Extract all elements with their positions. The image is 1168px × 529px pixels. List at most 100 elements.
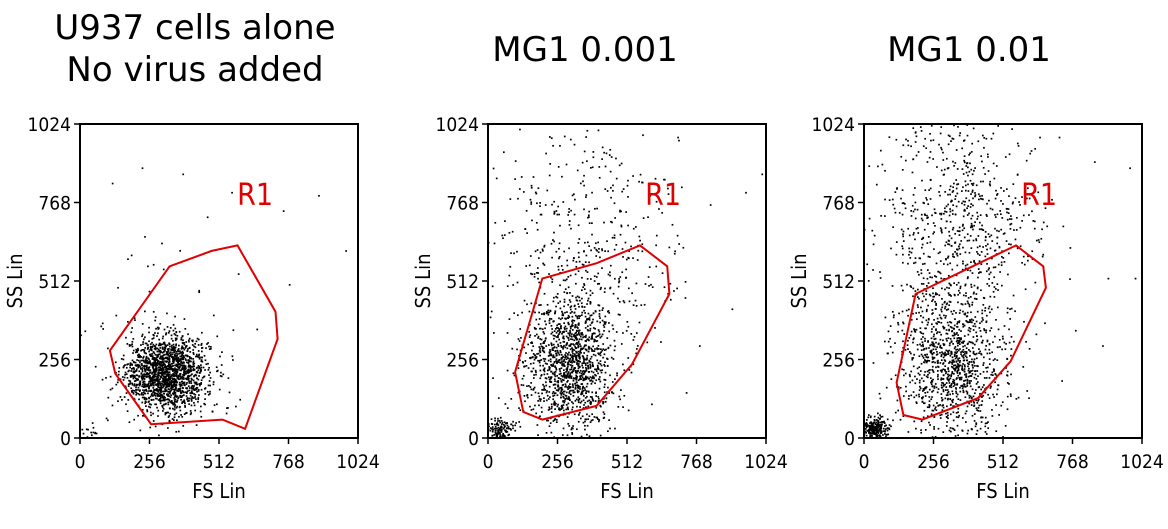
data-point (570, 428, 573, 431)
data-point (924, 395, 927, 397)
data-point (951, 399, 953, 402)
data-point (598, 313, 601, 315)
x-tick-label: 256 (917, 451, 950, 473)
data-point (939, 338, 942, 341)
data-point (139, 361, 141, 364)
data-point (158, 398, 161, 401)
data-point (949, 284, 952, 287)
data-point (585, 194, 588, 196)
data-point (590, 322, 593, 324)
data-point (136, 378, 139, 380)
data-point (81, 428, 84, 431)
data-point (977, 268, 980, 270)
data-point (941, 409, 944, 411)
data-point (934, 300, 936, 303)
data-point (493, 242, 496, 245)
data-point (540, 359, 543, 361)
data-point (172, 384, 174, 387)
data-point (579, 406, 581, 408)
data-point (554, 370, 557, 373)
data-point (603, 349, 606, 352)
data-point (161, 382, 163, 385)
data-point (190, 404, 193, 407)
data-point (583, 360, 585, 363)
data-point (561, 175, 563, 178)
data-point (595, 255, 598, 257)
data-point (147, 383, 149, 386)
data-point (932, 378, 934, 381)
data-point (971, 363, 974, 366)
data-point (152, 337, 155, 339)
data-point (551, 331, 554, 334)
data-point (167, 374, 170, 377)
data-point (943, 314, 945, 317)
data-point (603, 391, 606, 394)
data-point (577, 242, 580, 244)
data-point (190, 370, 192, 373)
data-point (931, 361, 934, 364)
data-point (589, 379, 592, 382)
data-point (982, 371, 985, 373)
data-point (504, 436, 507, 439)
data-point (968, 370, 971, 373)
data-point (548, 311, 551, 314)
data-point (557, 352, 560, 354)
data-point (573, 193, 575, 196)
data-point (566, 375, 569, 377)
data-point (569, 373, 572, 375)
data-point (184, 406, 186, 408)
data-point (187, 385, 190, 388)
data-point (144, 359, 147, 361)
data-point (539, 338, 542, 340)
data-point (163, 348, 166, 350)
data-point (187, 378, 190, 381)
data-point (139, 383, 142, 385)
data-point (180, 347, 183, 350)
data-point (186, 378, 188, 381)
data-point (195, 386, 198, 389)
data-point (506, 424, 509, 427)
data-point (520, 176, 523, 178)
data-point (514, 424, 517, 427)
data-point (166, 378, 169, 381)
data-point (177, 368, 179, 371)
data-point (530, 184, 533, 187)
x-tick-label: 1024 (1120, 451, 1164, 473)
data-point (606, 337, 609, 340)
data-point (942, 362, 945, 364)
data-point (163, 363, 166, 366)
data-point (930, 350, 933, 352)
data-point (568, 392, 571, 394)
data-point (156, 362, 159, 364)
data-point (190, 412, 192, 414)
data-point (192, 349, 195, 351)
data-point (926, 353, 928, 356)
data-point (140, 393, 143, 395)
data-point (126, 376, 129, 379)
data-point (189, 374, 192, 377)
data-point (567, 422, 570, 425)
data-point (578, 296, 581, 299)
data-point (943, 359, 946, 361)
data-point (979, 373, 982, 375)
data-point (580, 374, 583, 377)
data-point (897, 323, 900, 326)
data-point (961, 355, 963, 357)
data-point (159, 369, 162, 371)
data-point (163, 372, 165, 375)
data-point (504, 425, 506, 428)
data-point (976, 429, 979, 432)
data-point (582, 378, 585, 380)
data-point (617, 285, 620, 288)
data-point (1004, 425, 1007, 427)
data-point (500, 420, 503, 422)
data-point (552, 300, 555, 303)
data-point (111, 387, 114, 390)
data-point (592, 332, 595, 335)
data-point (926, 198, 928, 201)
data-point (136, 374, 139, 377)
data-point (153, 352, 156, 355)
data-point (593, 275, 596, 278)
data-point (188, 377, 190, 380)
data-point (149, 361, 151, 364)
